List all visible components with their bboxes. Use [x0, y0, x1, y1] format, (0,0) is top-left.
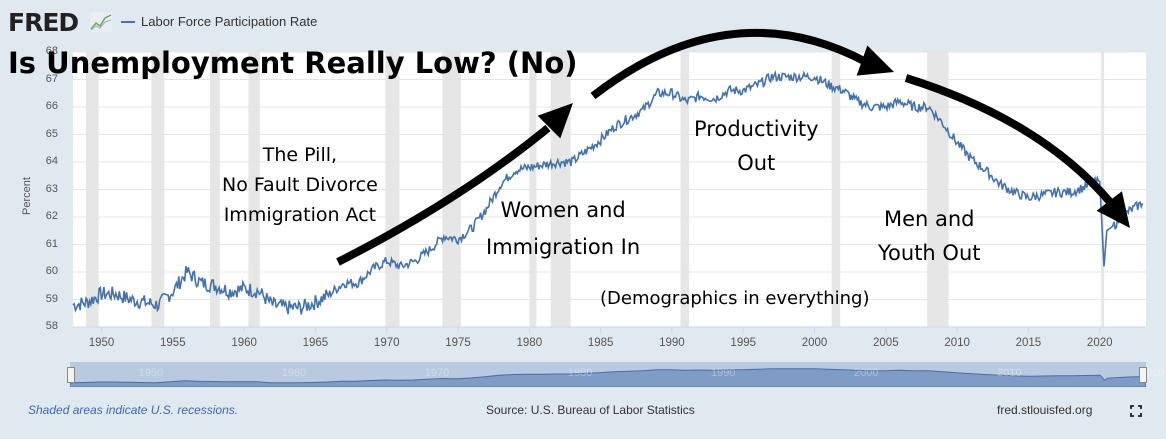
annotation-pill-line3: Immigration Act — [223, 204, 377, 226]
fred-site-link[interactable]: fred.stlouisfed.org — [997, 403, 1093, 417]
y-tick-label: 65 — [45, 127, 58, 140]
x-tick-label: 1975 — [445, 337, 471, 349]
legend-swatch — [121, 20, 135, 23]
fullscreen-icon[interactable] — [1130, 405, 1142, 417]
annotation-women-line2: Immigration In — [486, 235, 641, 259]
range-navigator[interactable]: 1950 1960 1970 1980 1990 2000 2010 2020 — [67, 362, 1165, 388]
annotation-pill-line1: The Pill, — [262, 144, 338, 166]
y-tick-label: 64 — [45, 155, 58, 167]
annotation-men-line2: Youth Out — [878, 241, 981, 265]
navigator-handle-right[interactable] — [1139, 367, 1147, 383]
arrow-rise-icon — [336, 103, 573, 266]
x-tick-label: 1985 — [587, 337, 614, 349]
x-tick-label: 2020 — [1086, 337, 1113, 349]
y-tick-label: 63 — [45, 182, 58, 195]
x-tick-label: 1970 — [373, 337, 400, 349]
x-tick-label: 1960 — [231, 337, 257, 349]
annotation-women-line1: Women and — [500, 198, 626, 222]
annotation-demographics: (Demographics in everything) — [600, 288, 870, 309]
annotation-men-line1: Men and — [883, 207, 975, 231]
arrow-plateau-icon — [590, 28, 894, 100]
navigator-tick-label: 2000 — [854, 367, 879, 379]
x-tick-label: 1990 — [659, 337, 685, 349]
x-tick-label: 2015 — [1015, 337, 1042, 349]
source-credit: Source: U.S. Bureau of Labor Statistics — [486, 403, 695, 417]
annotation-productivity-line2: Out — [737, 151, 776, 175]
recession-note: Shaded areas indicate U.S. recessions. — [28, 403, 239, 417]
navigator-tick-label: 1970 — [424, 367, 450, 379]
y-tick-label: 58 — [45, 320, 58, 332]
fred-sparkline-icon — [90, 12, 112, 32]
annotation-pill: The Pill, No Fault Divorce Immigration A… — [222, 140, 378, 230]
x-tick-label: 1950 — [88, 337, 115, 349]
y-tick-label: 62 — [45, 210, 58, 222]
y-tick-label: 59 — [45, 292, 58, 305]
x-tick-label: 1955 — [160, 337, 186, 349]
y-tick-label: 68 — [45, 45, 58, 57]
annotation-productivity-line1: Productivity — [694, 117, 819, 141]
annotation-men: Men and Youth Out — [878, 202, 981, 270]
navigator-tick-label: 1950 — [138, 367, 164, 379]
navigator-tick-label: 2010 — [997, 367, 1022, 379]
navigator-tick-label: 1980 — [567, 367, 593, 379]
annotation-title: Is Unemployment Really Low? (No) — [8, 46, 578, 80]
chart-header: FRED Labor Force Participation Rate — [0, 0, 1166, 44]
x-tick-label: 1995 — [730, 337, 757, 349]
arrow-decline-icon — [904, 74, 1130, 228]
navigator-tick-label: 1960 — [281, 367, 307, 379]
annotation-pill-line2: No Fault Divorce — [222, 174, 378, 196]
legend-label: Labor Force Participation Rate — [141, 14, 318, 29]
navigator-series — [69, 368, 1147, 388]
annotation-women: Women and Immigration In — [486, 192, 640, 266]
x-tick-label: 2000 — [801, 337, 828, 349]
navigator-handle-left[interactable] — [67, 367, 75, 383]
navigator-tick-label: 1990 — [710, 367, 736, 379]
y-tick-label: 67 — [45, 72, 58, 85]
fred-logo[interactable]: FRED — [8, 8, 79, 37]
x-tick-label: 2010 — [944, 337, 970, 349]
x-tick-label: 2005 — [873, 337, 899, 349]
y-tick-label: 61 — [45, 237, 58, 250]
series-line[interactable] — [72, 70, 1144, 315]
annotation-productivity: Productivity Out — [694, 112, 819, 180]
y-tick-label: 66 — [45, 100, 58, 112]
chart-legend[interactable]: Labor Force Participation Rate — [121, 14, 317, 29]
x-tick-label: 1965 — [302, 337, 329, 349]
x-tick-label: 1980 — [516, 337, 543, 349]
y-tick-label: 60 — [45, 265, 58, 277]
